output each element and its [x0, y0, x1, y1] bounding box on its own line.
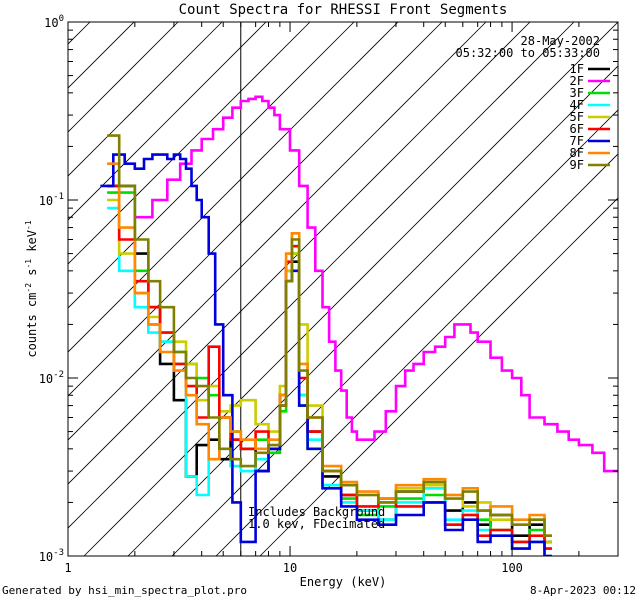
hatch-line [68, 22, 311, 265]
legend-label-3f: 3F [570, 86, 584, 100]
hatch-line [68, 22, 355, 309]
footer-timestamp: 8-Apr-2023 00:12 [530, 584, 636, 597]
y-tick-exponent: -3 [53, 548, 64, 558]
y-axis-label: counts cm-2 s-1 keV-1 [24, 220, 39, 357]
y-axis-label-units: s [25, 269, 39, 283]
series-line-9f [107, 134, 552, 538]
hatch-line [68, 22, 443, 397]
series-line-2f [134, 95, 618, 473]
legend-label-9f: 9F [570, 158, 584, 172]
hatch-region [0, 22, 618, 556]
footer-generated: Generated by hsi_min_spectra_plot.pro [2, 584, 247, 597]
y-tick-label: 10-3 [39, 548, 64, 564]
series-group [100, 95, 618, 556]
y-tick-base: 10 [39, 194, 53, 208]
hatch-line [68, 22, 575, 529]
legend-label-6f: 6F [570, 122, 584, 136]
y-tick-label: 10-1 [39, 192, 64, 208]
hatch-line [215, 153, 618, 556]
plot-frame [67, 21, 619, 557]
y-tick-base: 10 [44, 16, 58, 30]
legend-label-7f: 7F [570, 134, 584, 148]
hatch-line [68, 22, 399, 353]
legend-label-1f: 1F [570, 62, 584, 76]
hatch-line [68, 22, 531, 485]
date-label: 28-May-2002 [521, 34, 600, 48]
hatch-line [259, 197, 618, 556]
time-range-label: 05:32:00 to 05:33:00 [456, 46, 601, 60]
axis-ticks [67, 21, 619, 557]
y-axis-label-units: keV [25, 230, 39, 259]
y-tick-exponent: -1 [53, 192, 64, 202]
hatch-line [127, 65, 618, 556]
y-axis-label-units: counts cm [25, 293, 39, 358]
hatch-line [0, 22, 46, 556]
x-tick-label: 1 [64, 561, 71, 575]
y-axis-label-exp: -1 [24, 259, 33, 269]
hatch-line [68, 22, 223, 177]
y-axis-label-exp: -2 [24, 283, 33, 293]
legend-label-4f: 4F [570, 98, 584, 112]
y-tick-label: 100 [44, 14, 64, 30]
hatch-line [83, 22, 618, 556]
y-axis-label-exp: -1 [24, 220, 33, 230]
hatch-line [0, 22, 2, 556]
annotation-background: Includes Background [248, 505, 385, 519]
legend-label-8f: 8F [570, 146, 584, 160]
x-axis-label: Energy (keV) [300, 575, 387, 589]
hatch-line [68, 22, 487, 441]
hatch-line [68, 22, 135, 89]
y-tick-label: 10-2 [39, 370, 64, 386]
x-tick-label: 10 [283, 561, 297, 575]
y-tick-exponent: -2 [53, 370, 64, 380]
annotation-decimation: 1.0 kev, FDecimated [248, 517, 385, 531]
series-line-7f [100, 153, 552, 556]
hatch-line [68, 22, 267, 221]
x-tick-label: 100 [501, 561, 523, 575]
legend-label-5f: 5F [570, 110, 584, 124]
hatch-line [171, 109, 618, 556]
y-tick-base: 10 [39, 372, 53, 386]
hatch-line [68, 22, 179, 133]
chart-title: Count Spectra for RHESSI Front Segments [179, 2, 508, 18]
legend-label-2f: 2F [570, 74, 584, 88]
y-tick-exponent: 0 [59, 14, 64, 24]
y-tick-base: 10 [39, 550, 53, 564]
